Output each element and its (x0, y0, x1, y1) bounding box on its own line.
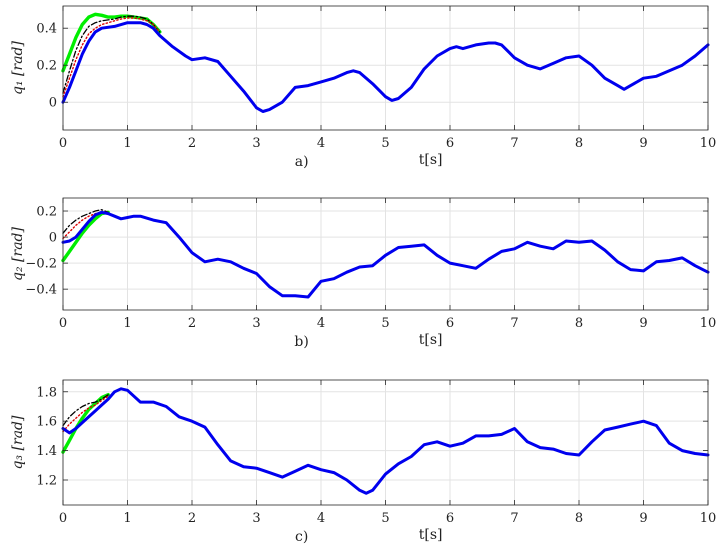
x-axis-label: t[s] (419, 152, 443, 168)
x-tick-label: 7 (510, 316, 518, 331)
x-tick-label: 5 (381, 316, 389, 331)
x-axis-label: t[s] (419, 332, 443, 348)
series-line-1 (61, 393, 110, 454)
x-tick-label: 0 (59, 511, 67, 526)
y-tick-label: 1.6 (36, 415, 57, 430)
x-tick-label: 3 (252, 136, 260, 151)
series-line-2 (62, 209, 109, 234)
x-tick-label: 8 (575, 136, 583, 151)
panel-label: a) (295, 154, 309, 170)
x-tick-label: 4 (317, 511, 325, 526)
x-tick-label: 0 (59, 316, 67, 331)
y-axis-label: q₂ [rad] (10, 226, 26, 280)
x-tick-label: 8 (575, 511, 583, 526)
series-line-4 (61, 21, 710, 113)
y-tick-label: 0.2 (36, 59, 57, 74)
chart-panel-2: 0 1 2 3 4 5 6 7 8 9 10 −0.4 −0.2 0 0.2 q₂ [rad] t[s] b) (10, 197, 716, 350)
x-tick-label: 3 (252, 316, 260, 331)
x-tick-label: 8 (575, 316, 583, 331)
x-tick-label: 10 (700, 316, 716, 331)
y-tick-label: 1.4 (36, 444, 57, 459)
y-axis-label: q₁ [rad] (10, 40, 26, 94)
y-axis-label: q₃ [rad] (10, 415, 26, 469)
chart-panel-1: 0 1 2 3 4 5 6 7 8 9 10 0 0.2 0.4 q₁ [rad] t[s] a) (10, 5, 716, 170)
x-tick-label: 7 (510, 511, 518, 526)
y-tick-label: 1.8 (36, 385, 57, 400)
x-tick-label: 6 (446, 316, 454, 331)
x-tick-label: 9 (639, 136, 647, 151)
x-tick-label: 1 (123, 316, 131, 331)
panel-label: b) (294, 334, 308, 350)
y-tick-label: 1.2 (36, 474, 57, 489)
x-tick-label: 5 (381, 511, 389, 526)
x-tick-label: 9 (639, 511, 647, 526)
y-tick-label: 0.2 (36, 205, 57, 220)
series-line-3 (62, 17, 161, 98)
x-tick-label: 3 (252, 511, 260, 526)
x-tick-label: 9 (639, 316, 647, 331)
y-tick-label: 0 (49, 96, 57, 111)
x-tick-label: 7 (510, 136, 518, 151)
y-tick-label: −0.2 (25, 257, 57, 272)
x-tick-label: 2 (188, 136, 196, 151)
series-line-4 (61, 387, 710, 495)
x-tick-label: 5 (381, 136, 389, 151)
x-tick-label: 6 (446, 511, 454, 526)
x-tick-label: 4 (317, 136, 325, 151)
chart-panel-3: 0 1 2 3 4 5 6 7 8 9 10 1.2 1.4 1.6 1.8 q₃ [rad] t[s] c) (10, 379, 716, 545)
x-tick-label: 1 (123, 136, 131, 151)
y-tick-label: 0 (49, 231, 57, 246)
series-line-3 (62, 395, 109, 433)
x-tick-label: 10 (700, 136, 716, 151)
series-line-3 (62, 211, 109, 240)
x-tick-label: 6 (446, 136, 454, 151)
panel-label: c) (295, 529, 308, 545)
x-tick-label: 0 (59, 136, 67, 151)
x-tick-label: 2 (188, 511, 196, 526)
x-tick-label: 2 (188, 316, 196, 331)
y-tick-label: 0.4 (36, 22, 57, 37)
series-line-4 (61, 210, 710, 299)
series-line-2 (62, 15, 161, 94)
x-tick-label: 10 (700, 511, 716, 526)
x-tick-label: 4 (317, 316, 325, 331)
y-tick-label: −0.4 (25, 283, 57, 298)
x-tick-label: 1 (123, 511, 131, 526)
x-axis-label: t[s] (419, 527, 443, 543)
series-line-1 (61, 210, 110, 263)
series-line-2 (62, 394, 109, 427)
